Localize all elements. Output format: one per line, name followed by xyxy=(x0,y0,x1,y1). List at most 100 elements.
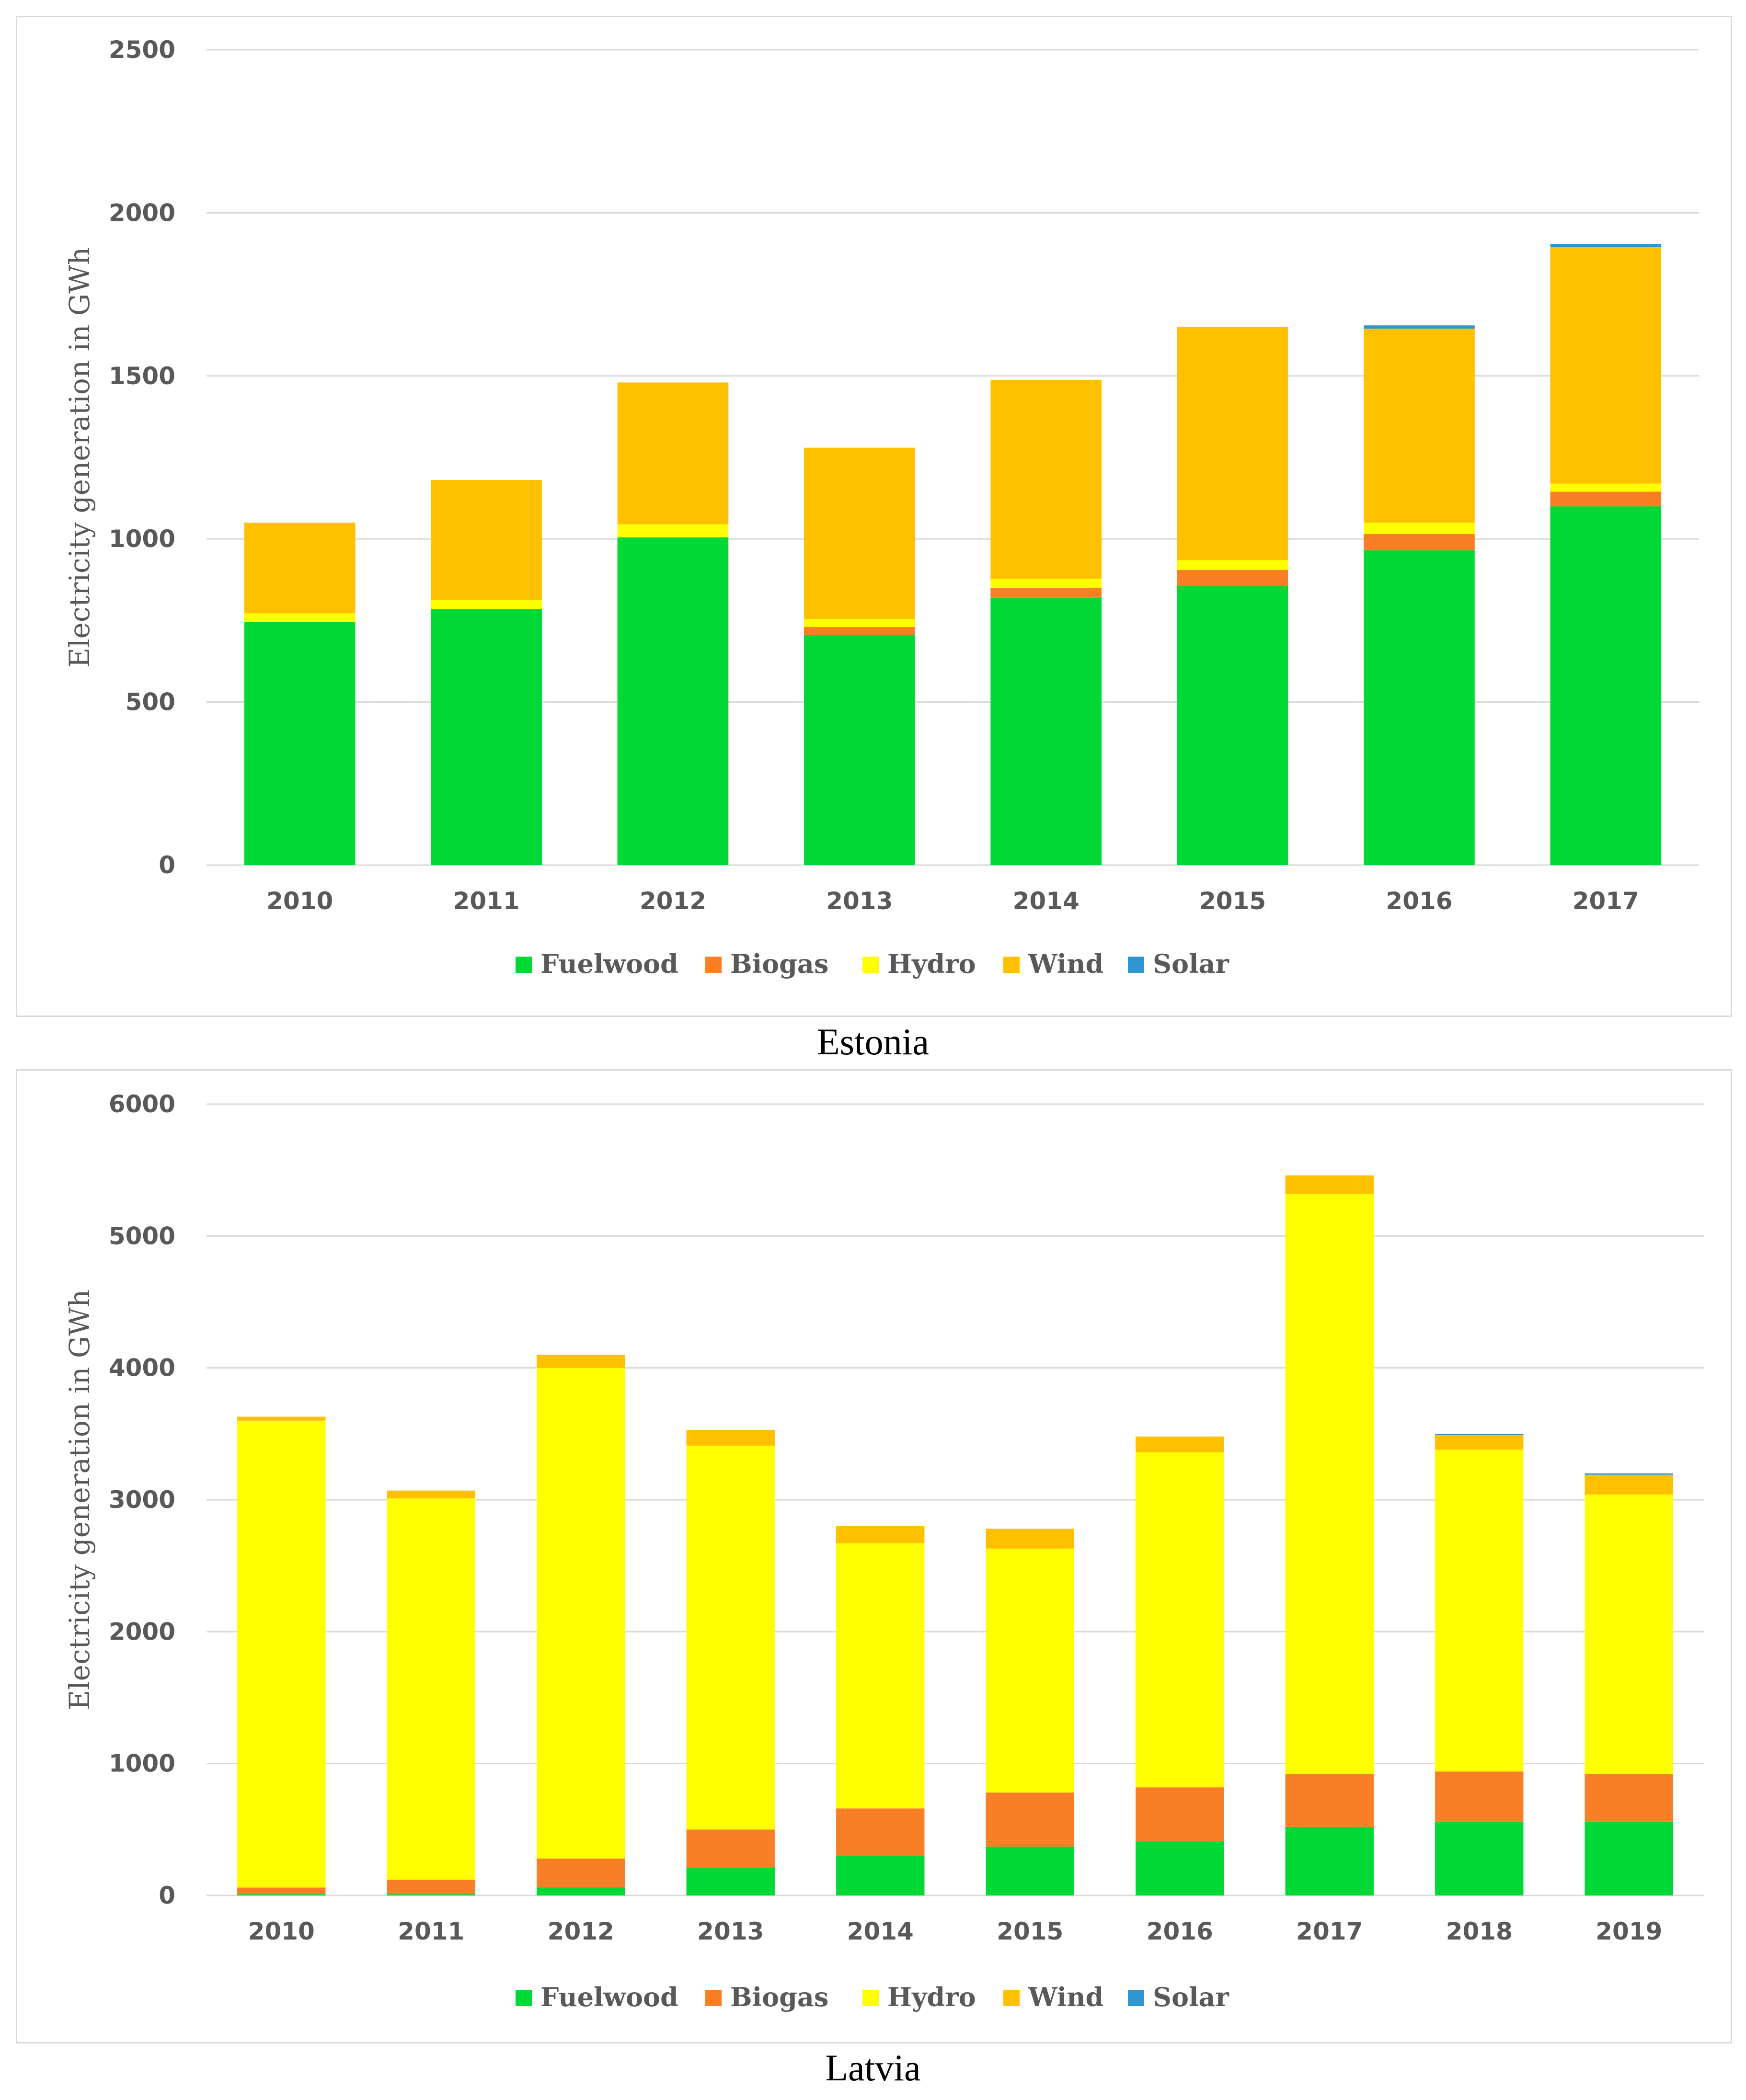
bar-wind-2014 xyxy=(990,379,1102,579)
legend-swatch-biogas xyxy=(705,957,722,973)
bar-solar-2018 xyxy=(1435,1434,1524,1436)
legend-swatch-solar xyxy=(1128,957,1144,973)
bar-wind-2011 xyxy=(387,1490,475,1499)
bar-biogas-2016 xyxy=(1364,534,1475,551)
legend-label-fuelwood: Fuelwood xyxy=(540,1982,678,2012)
bar-hydro-2010 xyxy=(244,613,356,622)
y-tick-label: 1000 xyxy=(109,525,175,553)
bar-hydro-2015 xyxy=(986,1548,1074,1793)
y-tick-label: 0 xyxy=(159,1882,175,1909)
x-tick-label: 2019 xyxy=(1596,1917,1662,1945)
bar-biogas-2017 xyxy=(1550,491,1662,507)
bar-wind-2014 xyxy=(836,1526,925,1543)
legend-swatch-fuelwood xyxy=(516,1990,532,2006)
bar-hydro-2011 xyxy=(387,1498,475,1880)
legend-label-biogas: Biogas xyxy=(730,948,828,979)
bar-hydro-2010 xyxy=(237,1420,326,1888)
y-tick-label: 2000 xyxy=(109,199,175,227)
bar-biogas-2015 xyxy=(1177,570,1288,586)
bar-fuelwood-2017 xyxy=(1285,1826,1374,1895)
y-tick-label: 500 xyxy=(126,688,175,716)
y-tick-label: 1500 xyxy=(109,362,175,390)
x-tick-label: 2014 xyxy=(847,1917,914,1945)
bar-wind-2013 xyxy=(804,447,915,619)
bar-biogas-2013 xyxy=(804,627,915,636)
x-tick-label: 2016 xyxy=(1147,1917,1213,1945)
x-tick-label: 2012 xyxy=(548,1917,614,1945)
bar-hydro-2013 xyxy=(686,1446,775,1830)
y-tick-label: 4000 xyxy=(109,1354,175,1382)
bar-hydro-2016 xyxy=(1136,1452,1224,1788)
bar-fuelwood-2010 xyxy=(244,622,356,865)
chart-panel-latvia: 0 1000 2000 3000 4000 5000 6000 Electricity gen… xyxy=(16,1069,1732,2043)
bar-hydro-2014 xyxy=(990,579,1102,588)
bar-biogas-2014 xyxy=(836,1808,925,1856)
bar-biogas-2019 xyxy=(1585,1774,1673,1822)
bar-wind-2015 xyxy=(1177,327,1288,560)
bar-fuelwood-2018 xyxy=(1435,1821,1524,1895)
legend-swatch-hydro xyxy=(862,957,879,973)
x-tick-label: 2016 xyxy=(1386,887,1452,915)
y-tick-label: 0 xyxy=(159,851,175,879)
y-tick-label: 1000 xyxy=(109,1750,175,1778)
bar-fuelwood-2011 xyxy=(387,1894,475,1895)
bar-wind-2013 xyxy=(686,1430,775,1446)
bar-fuelwood-2012 xyxy=(617,537,729,865)
legend-swatch-wind xyxy=(1003,1990,1020,2006)
x-tick-label: 2013 xyxy=(697,1917,764,1945)
legend-label-fuelwood: Fuelwood xyxy=(540,948,678,979)
bar-wind-2017 xyxy=(1285,1175,1374,1194)
legend-label-biogas: Biogas xyxy=(730,1982,828,2012)
bar-hydro-2018 xyxy=(1435,1449,1524,1772)
x-tick-label: 2017 xyxy=(1296,1917,1363,1945)
bar-biogas-2017 xyxy=(1285,1774,1374,1827)
legend-label-wind: Wind xyxy=(1028,948,1103,979)
legend-swatch-solar xyxy=(1128,1990,1144,2006)
bar-hydro-2017 xyxy=(1285,1194,1374,1774)
bar-wind-2016 xyxy=(1364,329,1475,523)
legend-label-wind: Wind xyxy=(1028,1982,1103,2012)
y-tick-label: 6000 xyxy=(109,1090,175,1118)
legend-label-solar: Solar xyxy=(1153,1982,1229,2012)
bar-fuelwood-2016 xyxy=(1136,1841,1224,1895)
legend-swatch-fuelwood xyxy=(516,957,532,973)
chart-latvia: 0 1000 2000 3000 4000 5000 6000 Electricity gen… xyxy=(63,1090,1704,2012)
x-tick-label: 2013 xyxy=(826,887,893,915)
bar-hydro-2011 xyxy=(431,600,542,609)
bar-fuelwood-2013 xyxy=(686,1868,775,1895)
bar-biogas-2015 xyxy=(986,1792,1074,1847)
legend-swatch-biogas xyxy=(705,1990,722,2006)
bar-fuelwood-2017 xyxy=(1550,506,1662,865)
legend-swatch-wind xyxy=(1003,957,1020,973)
bar-wind-2010 xyxy=(237,1416,326,1421)
bar-hydro-2012 xyxy=(537,1368,625,1859)
chart-caption-estonia: Estonia xyxy=(817,1021,929,1062)
chart-caption-latvia: Latvia xyxy=(825,2047,921,2089)
bar-fuelwood-2014 xyxy=(836,1856,925,1895)
y-tick-label: 2000 xyxy=(109,1618,175,1645)
bar-fuelwood-2013 xyxy=(804,635,915,865)
bar-hydro-2017 xyxy=(1550,483,1662,492)
bar-biogas-2010 xyxy=(237,1887,326,1895)
bar-solar-2016 xyxy=(1364,325,1475,329)
bar-fuelwood-2015 xyxy=(1177,586,1288,865)
bar-solar-2017 xyxy=(1550,244,1662,247)
legend-label-hydro: Hydro xyxy=(887,1982,976,2012)
legend-label-hydro: Hydro xyxy=(887,948,976,979)
y-axis-title: Electricity generation in GWh xyxy=(63,1290,96,1710)
chart-estonia: 0 500 1000 1500 2000 2500 Electricity generati… xyxy=(63,36,1699,979)
bar-biogas-2016 xyxy=(1136,1787,1224,1842)
legend-label-solar: Solar xyxy=(1153,948,1229,979)
x-tick-label: 2015 xyxy=(1199,887,1266,915)
bar-wind-2016 xyxy=(1136,1436,1224,1452)
bar-biogas-2012 xyxy=(537,1858,625,1888)
bar-wind-2012 xyxy=(617,382,729,525)
bar-hydro-2014 xyxy=(836,1543,925,1809)
x-tick-label: 2012 xyxy=(640,887,706,915)
y-tick-label: 3000 xyxy=(109,1486,175,1514)
chart-panel-estonia: 0 500 1000 1500 2000 2500 Electricity generati… xyxy=(16,16,1732,1017)
bar-wind-2015 xyxy=(986,1529,1074,1549)
bar-biogas-2014 xyxy=(990,588,1102,598)
x-tick-label: 2010 xyxy=(266,887,333,915)
x-tick-label: 2017 xyxy=(1573,887,1639,915)
